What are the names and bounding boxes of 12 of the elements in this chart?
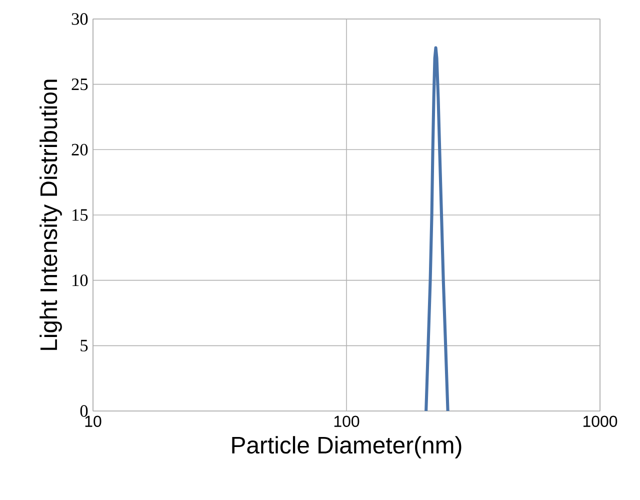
x-axis-title: Particle Diameter(nm) <box>232 436 462 458</box>
y-tick-label: 20 <box>72 144 88 156</box>
line-series <box>424 46 450 411</box>
y-axis-title: Light Intensity Distribution <box>40 80 62 350</box>
x-tick-label: 100 <box>334 416 360 427</box>
y-tick-label: 5 <box>80 340 88 352</box>
y-tick-label: 30 <box>72 13 88 25</box>
y-tick-label: 0 <box>80 405 88 417</box>
x-tick-label: 1000 <box>583 416 618 427</box>
y-tick-label: 15 <box>72 209 88 221</box>
y-tick-label: 10 <box>72 274 88 286</box>
y-tick-label: 25 <box>72 78 88 90</box>
